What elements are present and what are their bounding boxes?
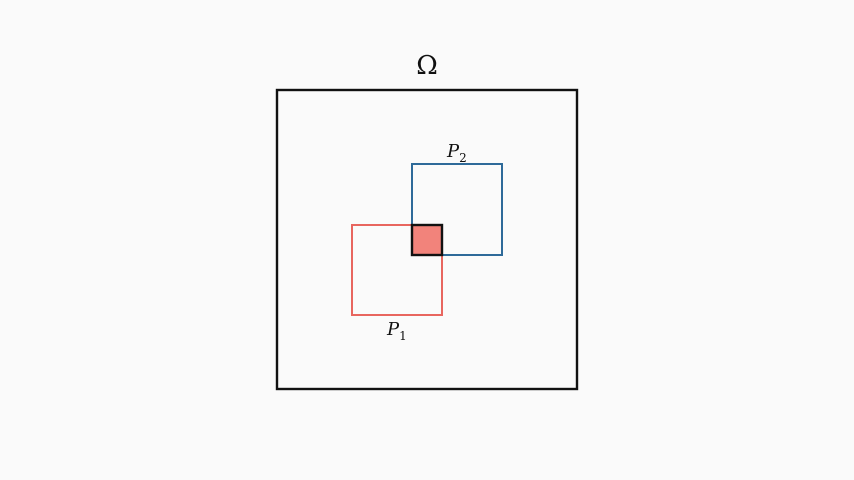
patch-p1-name: P [386, 319, 400, 340]
patch-p2-name: P [446, 141, 460, 162]
domain-label: Ω [416, 51, 438, 81]
patch-p2 [411, 163, 503, 256]
patch-p2-label: P2 [446, 141, 467, 165]
patch-p1 [351, 224, 443, 316]
overlap-region [410, 223, 444, 257]
domain-boundary [275, 88, 579, 391]
patch-p1-subscript: 1 [399, 329, 407, 343]
patch-p2-subscript: 2 [459, 151, 467, 165]
patch-p1-label: P1 [386, 319, 407, 343]
